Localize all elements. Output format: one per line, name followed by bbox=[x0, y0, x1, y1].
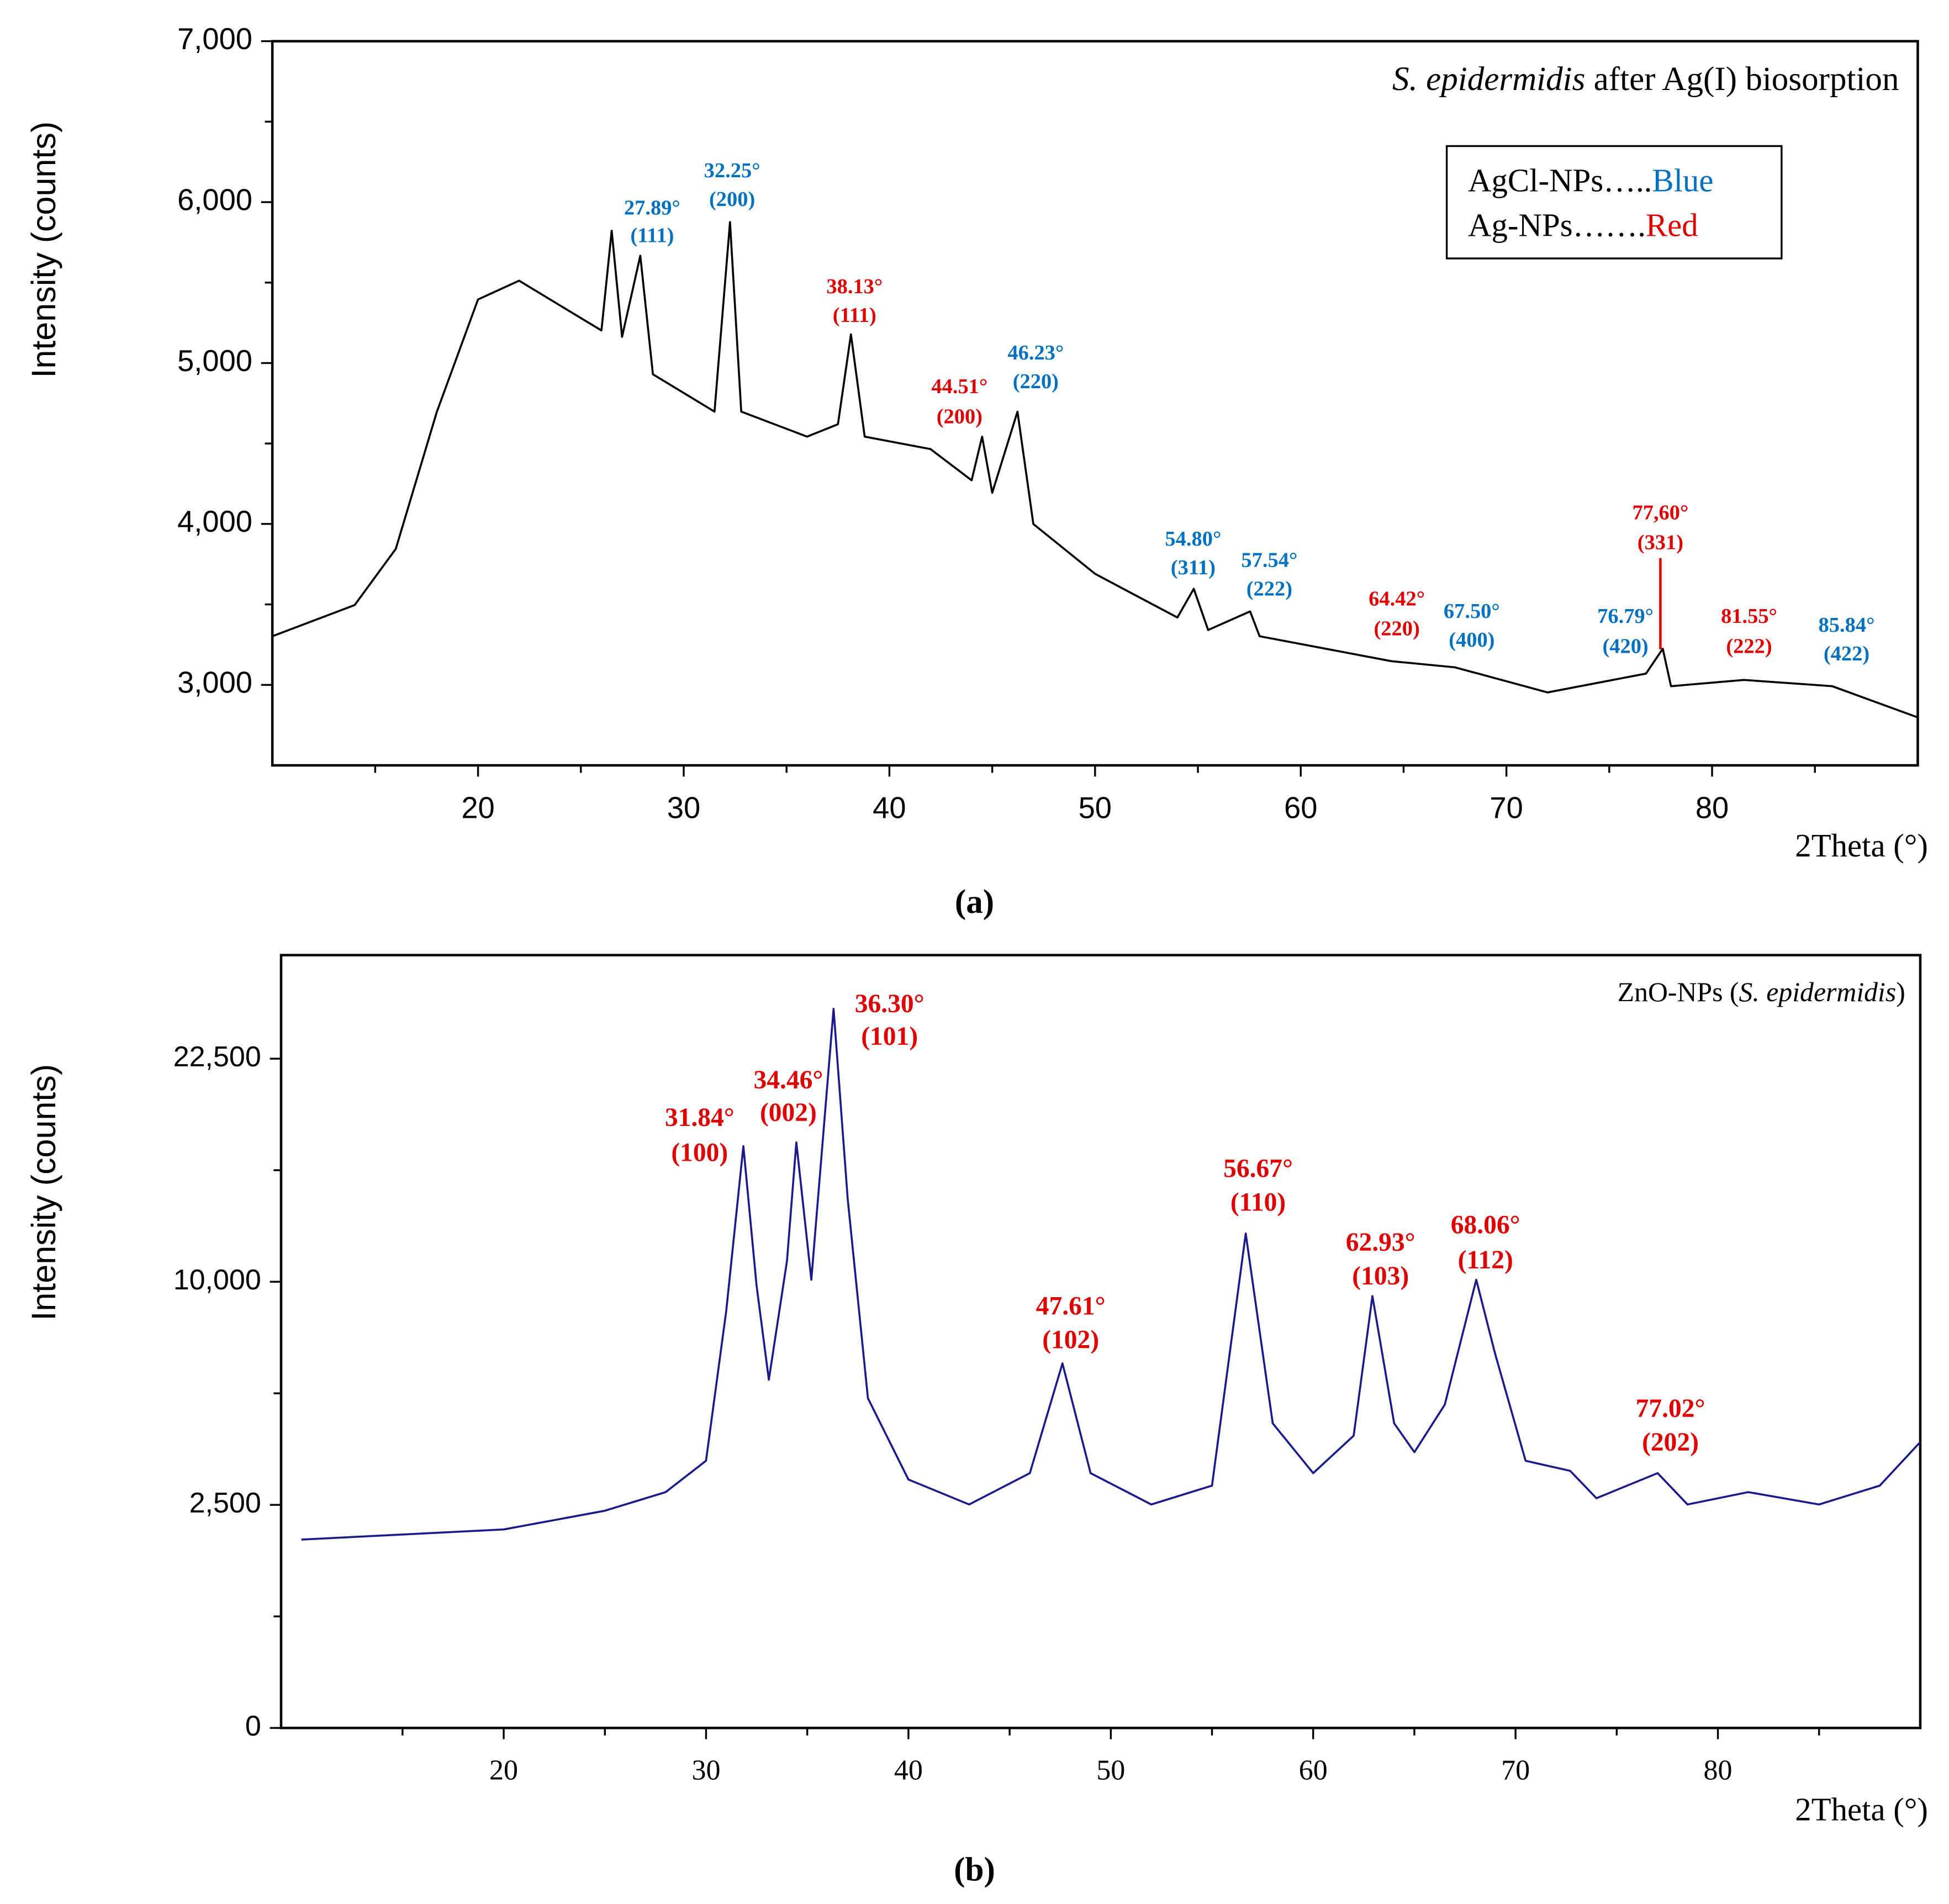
peak-hkl: (220) bbox=[1013, 370, 1059, 393]
peak-angle: 54.80° bbox=[1165, 527, 1221, 551]
title-part: ZnO-NPs ( bbox=[1618, 977, 1739, 1007]
peak-hkl: (102) bbox=[1042, 1325, 1099, 1354]
title-part: ) bbox=[1896, 977, 1905, 1007]
peak-angle: 64.42° bbox=[1369, 587, 1425, 610]
peak-hkl: (112) bbox=[1458, 1246, 1513, 1274]
x-tick-label: 60 bbox=[1299, 1755, 1328, 1786]
peak-hkl: (331) bbox=[1638, 531, 1683, 554]
peak-angle: 67.50° bbox=[1444, 600, 1500, 623]
y-tick-label: 22,500 bbox=[173, 1041, 261, 1073]
peak-angle: 68.06° bbox=[1451, 1210, 1520, 1239]
chart-title: S. epidermidis after Ag(I) biosorption bbox=[1392, 61, 1899, 98]
x-tick-label: 60 bbox=[1284, 791, 1317, 825]
legend-entry: AgCl-NPs…..Blue bbox=[1468, 162, 1713, 198]
peak-angle: 34.46° bbox=[753, 1066, 823, 1094]
peak-angle: 77.02° bbox=[1636, 1394, 1705, 1423]
y-tick-label: 10,000 bbox=[173, 1264, 261, 1296]
xrd-line bbox=[272, 221, 1919, 718]
peak-hkl: (200) bbox=[937, 405, 983, 428]
peak-angle: 47.61° bbox=[1036, 1292, 1106, 1320]
x-tick-label: 30 bbox=[691, 1755, 720, 1786]
legend-text: Ag-NPs……. bbox=[1468, 207, 1646, 243]
x-tick-label: 30 bbox=[667, 791, 700, 825]
peak-hkl: (420) bbox=[1602, 634, 1648, 658]
peak-hkl: (400) bbox=[1449, 628, 1494, 652]
x-tick-label: 80 bbox=[1704, 1755, 1733, 1786]
y-tick-label: 7,000 bbox=[177, 22, 252, 56]
plot-frame bbox=[279, 954, 1922, 1730]
peak-angle: 77,60° bbox=[1632, 501, 1688, 524]
y-axis-label: Intensity (counts) bbox=[25, 1064, 62, 1321]
x-axis-label: 2Theta (°) bbox=[1795, 828, 1928, 864]
y-tick-label: 2,500 bbox=[189, 1487, 261, 1519]
legend-text: AgCl-NPs….. bbox=[1468, 162, 1652, 198]
x-tick-label: 20 bbox=[489, 1755, 518, 1786]
peak-angle: 85.84° bbox=[1819, 613, 1875, 637]
y-tick-label: 0 bbox=[245, 1710, 261, 1742]
peak-angle: 38.13° bbox=[826, 275, 883, 298]
chart-title: ZnO-NPs (S. epidermidis) bbox=[1618, 977, 1905, 1007]
peak-angle: 31.84° bbox=[665, 1103, 735, 1132]
peak-angle: 44.51° bbox=[931, 375, 987, 398]
legend-color-name: Blue bbox=[1652, 162, 1713, 198]
peak-angle: 57.54° bbox=[1241, 548, 1297, 572]
legend-color-name: Red bbox=[1646, 207, 1698, 243]
x-tick-label: 80 bbox=[1696, 791, 1729, 825]
x-tick-label: 50 bbox=[1096, 1755, 1125, 1786]
peak-hkl: (111) bbox=[630, 224, 674, 247]
x-tick-label: 70 bbox=[1490, 791, 1523, 825]
peak-hkl: (220) bbox=[1374, 617, 1419, 641]
peak-angle: 27.89° bbox=[624, 197, 680, 220]
xrd-line bbox=[301, 1008, 1921, 1541]
peak-hkl: (422) bbox=[1824, 642, 1869, 665]
x-tick-label: 40 bbox=[894, 1755, 923, 1786]
peak-angle: 56.67° bbox=[1223, 1155, 1293, 1183]
panel-caption: (a) bbox=[955, 884, 994, 921]
y-tick-label: 4,000 bbox=[177, 505, 252, 538]
peak-angle: 76.79° bbox=[1597, 605, 1654, 628]
peak-angle: 46.23° bbox=[1007, 341, 1064, 364]
x-tick-label: 20 bbox=[461, 791, 494, 825]
peak-hkl: (222) bbox=[1726, 634, 1772, 658]
peak-hkl: (101) bbox=[861, 1022, 918, 1051]
y-axis-label: Intensity (counts) bbox=[25, 121, 62, 378]
peak-angle: 62.93° bbox=[1346, 1228, 1415, 1257]
peak-hkl: (002) bbox=[760, 1098, 817, 1127]
peak-angle: 81.55° bbox=[1721, 605, 1777, 628]
title-part: S. epidermidis bbox=[1739, 977, 1897, 1007]
peak-hkl: (200) bbox=[709, 188, 755, 211]
peak-hkl: (110) bbox=[1230, 1188, 1286, 1217]
peak-hkl: (202) bbox=[1642, 1428, 1699, 1457]
peak-hkl: (111) bbox=[833, 304, 876, 327]
peak-hkl: (103) bbox=[1352, 1262, 1409, 1291]
peak-hkl: (222) bbox=[1246, 577, 1292, 600]
panel-caption: (b) bbox=[954, 1852, 995, 1889]
peak-angle: 32.25° bbox=[704, 159, 760, 182]
title-part: S. epidermidis bbox=[1392, 61, 1585, 98]
x-tick-label: 40 bbox=[873, 791, 906, 825]
y-tick-label: 6,000 bbox=[177, 183, 252, 216]
x-tick-label: 70 bbox=[1501, 1755, 1530, 1786]
y-tick-label: 3,000 bbox=[177, 666, 252, 700]
peak-angle: 36.30° bbox=[855, 990, 925, 1018]
legend-box bbox=[1445, 145, 1783, 260]
y-tick-label: 5,000 bbox=[177, 344, 252, 378]
peak-hkl: (311) bbox=[1171, 556, 1216, 579]
peak-hkl: (100) bbox=[671, 1138, 728, 1167]
x-tick-label: 50 bbox=[1079, 791, 1112, 825]
x-axis-label: 2Theta (°) bbox=[1795, 1791, 1928, 1827]
title-part: after Ag(I) biosorption bbox=[1585, 61, 1899, 98]
legend-entry: Ag-NPs…….Red bbox=[1468, 207, 1698, 243]
